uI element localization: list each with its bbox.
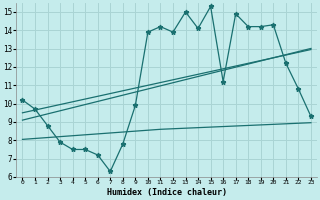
X-axis label: Humidex (Indice chaleur): Humidex (Indice chaleur) (107, 188, 227, 197)
